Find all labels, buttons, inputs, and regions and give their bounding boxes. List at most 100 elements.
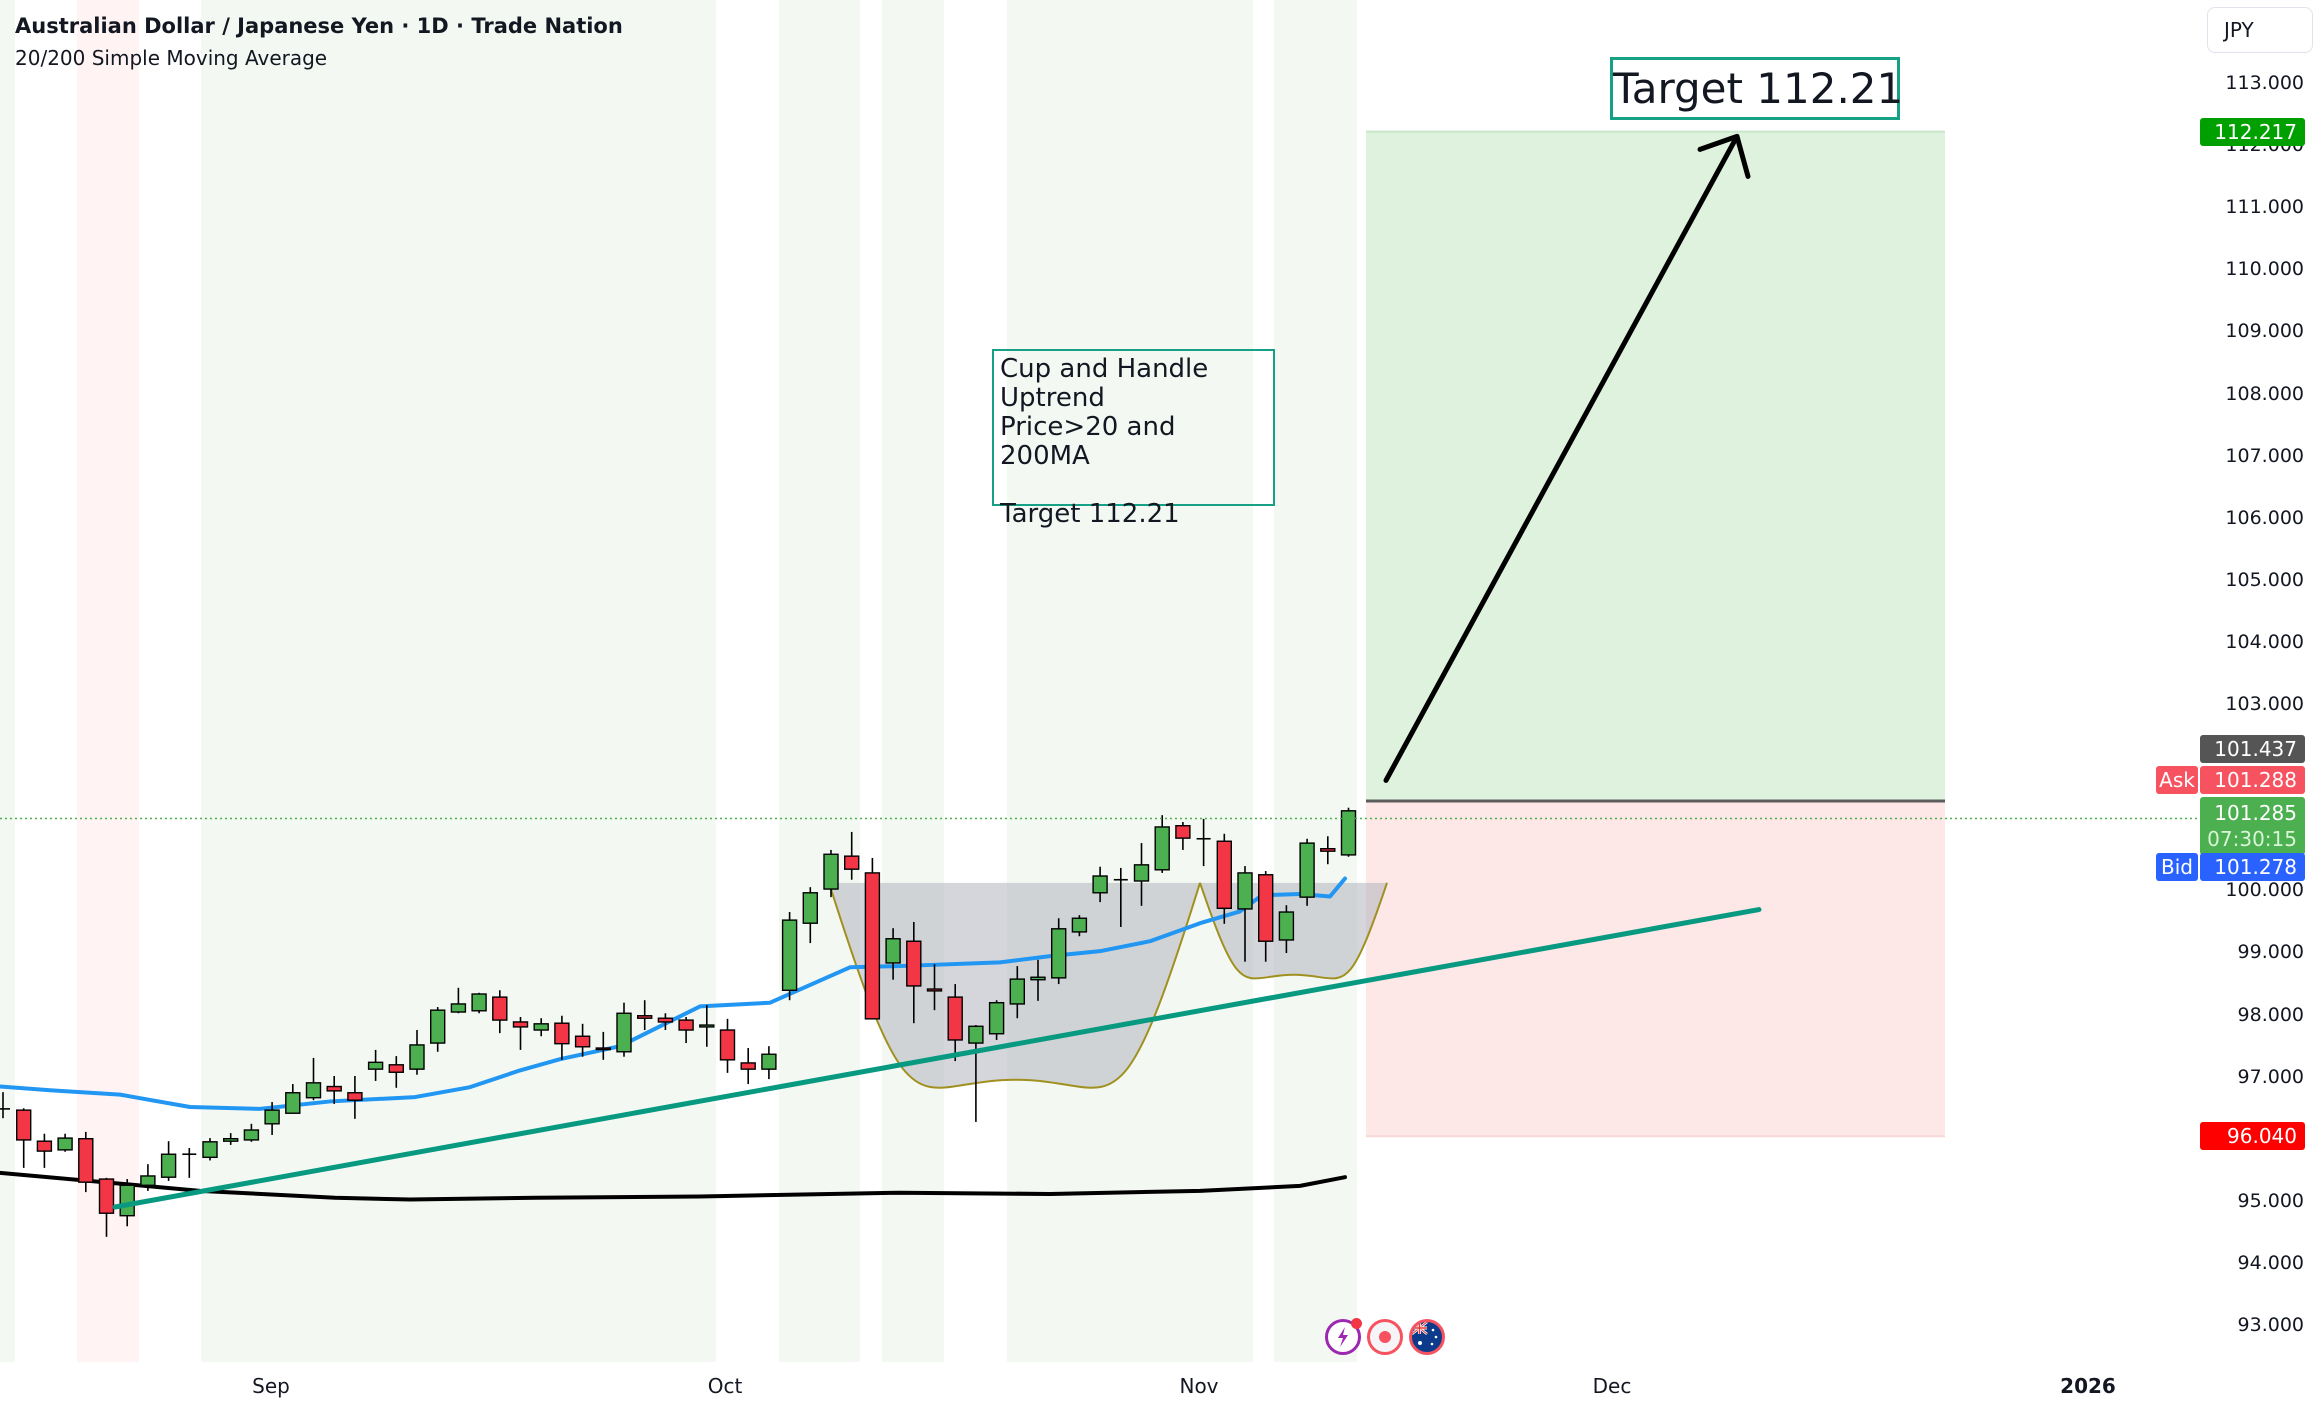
arrow-shaft [1383,133,1740,783]
candle [367,1049,384,1081]
candle [781,912,798,1001]
candle-body [554,1022,570,1045]
price-tick-label: 107.000 [2225,444,2304,467]
candle [1175,821,1191,850]
candle [36,1133,53,1168]
candle-body [1340,810,1357,856]
arrow-head-icon [1697,133,1751,179]
candle-body [761,1053,777,1070]
candle [616,1002,632,1057]
candle [988,1000,1005,1040]
target-label-box[interactable]: Target 112.21 [1610,57,1903,120]
time-tick-label: Sep [252,1374,290,1398]
candle-body [512,1021,529,1028]
candle [182,1148,197,1178]
candle-body [1009,978,1025,1005]
candle-body [285,1092,301,1114]
price-tick-label: 93.000 [2237,1314,2304,1336]
candle-body [78,1137,94,1183]
target-arrow[interactable] [1383,133,1751,783]
session-stripe [1007,0,1253,1362]
sma200-line [0,1170,1347,1202]
candle [512,1016,529,1050]
candle [1050,918,1067,985]
candle-body [657,1017,674,1023]
record-event-icon[interactable] [1367,1319,1403,1355]
session-background-stripes [0,0,1357,1362]
candle [409,1030,425,1075]
flag-icon [1412,1322,1438,1346]
candle-body [1216,840,1233,910]
candle-body [988,1002,1005,1035]
candle [657,1013,674,1031]
candle [1133,843,1150,906]
candle [326,1075,342,1104]
price-tick-label: 111.000 [2225,196,2304,219]
candle [471,992,487,1014]
notification-dot-icon [1351,1318,1362,1329]
candle-body [719,1029,736,1061]
candle [492,990,508,1034]
session-stripe [779,0,860,1362]
candle [844,831,860,880]
candle [637,1000,653,1031]
bid-label: Bid [2156,853,2198,881]
time-tick-label: Nov [1179,1374,1219,1398]
candle-body [1237,872,1253,910]
candle [1299,838,1315,906]
price-tick-label: 95.000 [2237,1189,2304,1212]
candle-body [533,1023,549,1031]
sma20-line [0,876,1347,1111]
lightning-icon [1338,1327,1348,1347]
candle [1030,959,1046,1001]
candle-body [243,1129,260,1141]
entry-price-tag: 101.437 [2200,735,2305,763]
trendline[interactable] [112,907,1762,1210]
price-tick-label: 97.000 [2237,1065,2304,1088]
price-tick-label: 103.000 [2225,693,2304,715]
candle-body [430,1009,446,1044]
price-tick-label: 110.000 [2225,258,2304,281]
candle [1278,905,1295,954]
handle-outline [1199,882,1388,980]
lightning-event-icon[interactable] [1325,1318,1362,1355]
candle [450,987,467,1014]
candle [140,1164,156,1191]
candle-body [678,1019,694,1031]
candle [1071,915,1088,937]
candle [1196,818,1211,867]
last-price-value: 101.285 [2214,801,2297,825]
time-tick-label: Oct [707,1374,743,1398]
candle [1257,871,1274,962]
candle [533,1018,549,1037]
candle [305,1057,322,1101]
candle [740,1048,756,1085]
candle-body [926,988,943,992]
time-tick-label: 2026 [2060,1374,2116,1398]
candle [1320,836,1336,865]
candle [98,1177,115,1237]
candle-body [140,1175,156,1186]
candle [264,1102,280,1135]
analysis-note-box[interactable]: Cup and Handle Uptrend Price>20 and 200M… [992,349,1275,529]
candle [761,1046,777,1080]
candle [574,1023,591,1057]
candle-body [1278,911,1295,941]
candle-body [637,1015,653,1019]
session-stripe [0,0,15,1362]
candle [802,887,818,944]
candle-body [16,1109,32,1141]
australia-flag-icon[interactable] [1409,1319,1445,1355]
candle-body [844,855,860,870]
candle [1237,866,1253,962]
candle-body [1071,917,1088,933]
session-stripe [1274,0,1357,1362]
candle [1092,866,1108,903]
candle-body [57,1137,73,1151]
currency-button[interactable]: JPY [2207,7,2313,53]
long-position-tool[interactable] [1366,130,1945,1138]
candle-body [1257,874,1274,942]
candle [202,1138,218,1161]
candle-body [802,892,818,924]
